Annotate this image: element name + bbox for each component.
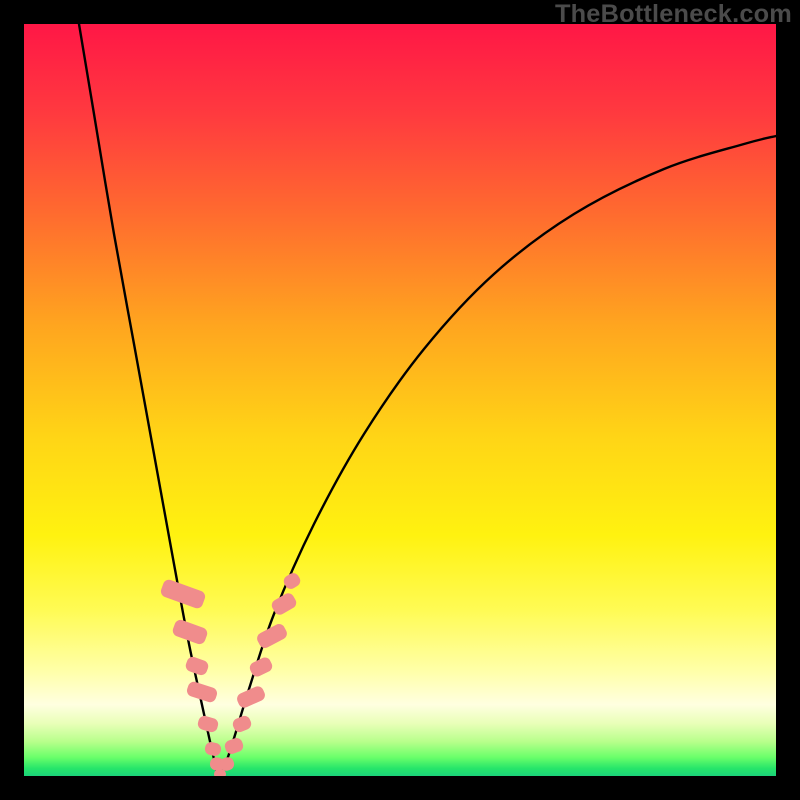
bottleneck-chart-svg [24, 24, 776, 776]
gradient-background [24, 24, 776, 776]
watermark-label: TheBottleneck.com [555, 0, 792, 29]
plot-area [24, 24, 776, 776]
chart-canvas: TheBottleneck.com [0, 0, 800, 800]
